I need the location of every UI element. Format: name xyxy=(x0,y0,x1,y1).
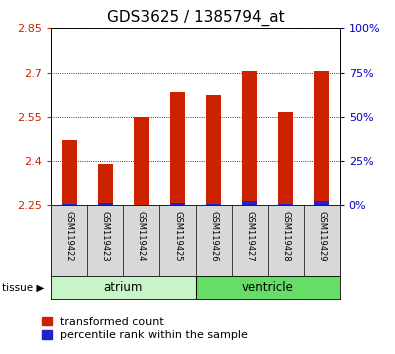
Bar xyxy=(134,117,149,205)
Bar xyxy=(98,164,113,205)
Text: GSM119423: GSM119423 xyxy=(101,211,110,262)
Bar xyxy=(278,113,293,205)
Text: GSM119425: GSM119425 xyxy=(173,211,182,262)
Bar xyxy=(314,71,329,205)
Bar xyxy=(196,276,340,299)
Title: GDS3625 / 1385794_at: GDS3625 / 1385794_at xyxy=(107,9,284,25)
Bar xyxy=(170,203,185,205)
Bar xyxy=(314,201,329,205)
Bar xyxy=(243,201,257,205)
Bar xyxy=(62,141,77,205)
Bar xyxy=(170,92,185,205)
Text: GSM119426: GSM119426 xyxy=(209,211,218,262)
Text: GSM119429: GSM119429 xyxy=(317,211,326,262)
Bar xyxy=(278,204,293,205)
Bar xyxy=(206,204,221,205)
Text: GSM119428: GSM119428 xyxy=(281,211,290,262)
Bar xyxy=(243,71,257,205)
Text: GSM119424: GSM119424 xyxy=(137,211,146,262)
Text: tissue ▶: tissue ▶ xyxy=(2,282,44,293)
Bar xyxy=(98,203,113,205)
Text: atrium: atrium xyxy=(104,281,143,294)
Text: GSM119422: GSM119422 xyxy=(65,211,74,262)
Bar xyxy=(206,95,221,205)
Bar xyxy=(62,204,77,205)
Text: GSM119427: GSM119427 xyxy=(245,211,254,262)
Legend: transformed count, percentile rank within the sample: transformed count, percentile rank withi… xyxy=(37,313,253,345)
Text: ventricle: ventricle xyxy=(242,281,293,294)
Bar xyxy=(51,276,196,299)
